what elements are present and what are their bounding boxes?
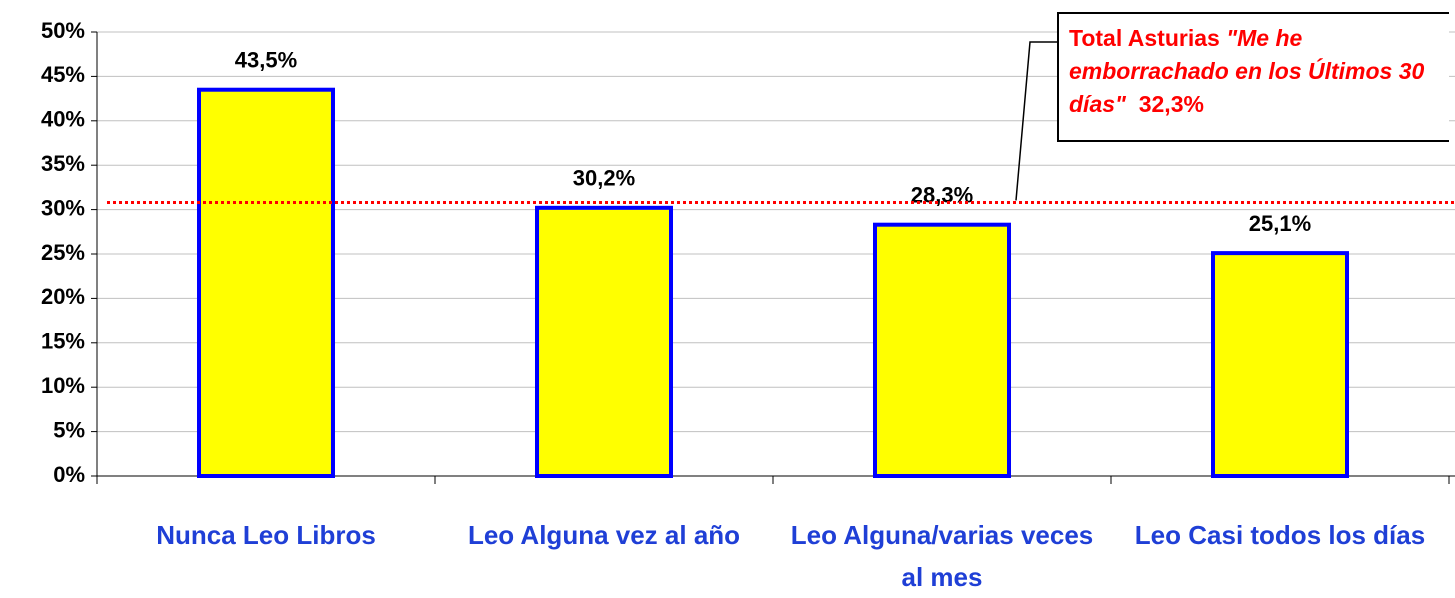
x-tick-label: Leo Alguna/varias veces al mes [790, 520, 1094, 592]
x-tick-label: Nunca Leo Libros [156, 520, 376, 550]
annotation-text: "Me he emborrachado en los Últimos 30 dí… [1069, 25, 1425, 117]
y-tick-label: 35% [41, 151, 85, 176]
annotation-text: 32,3% [1138, 91, 1204, 117]
value-label: 25,1% [1249, 211, 1311, 236]
bar [535, 205, 673, 478]
y-tick-label: 45% [41, 62, 85, 87]
x-tick-label: Leo Casi todos los días [1134, 520, 1426, 550]
value-label: 30,2% [573, 166, 635, 191]
bar [873, 222, 1011, 478]
y-tick-label: 20% [41, 284, 85, 309]
y-tick-label: 5% [53, 417, 85, 442]
bar [1211, 251, 1349, 478]
x-tick-label: Leo Alguna vez al año [467, 520, 741, 550]
y-tick-label: 25% [41, 240, 85, 265]
connector [1015, 41, 1057, 201]
y-tick-label: 15% [41, 329, 85, 354]
value-label: 43,5% [235, 48, 297, 73]
y-tick-label: 40% [41, 107, 85, 132]
y-tick-label: 30% [41, 195, 85, 220]
y-tick-label: 10% [41, 373, 85, 398]
y-tick-label: 50% [41, 18, 85, 43]
y-tick-label: 0% [53, 462, 85, 487]
annotation: Total Asturias "Me he emborrachado en lo… [1057, 12, 1449, 142]
bar [197, 87, 335, 478]
annotation-text: Total Asturias [1069, 25, 1220, 51]
